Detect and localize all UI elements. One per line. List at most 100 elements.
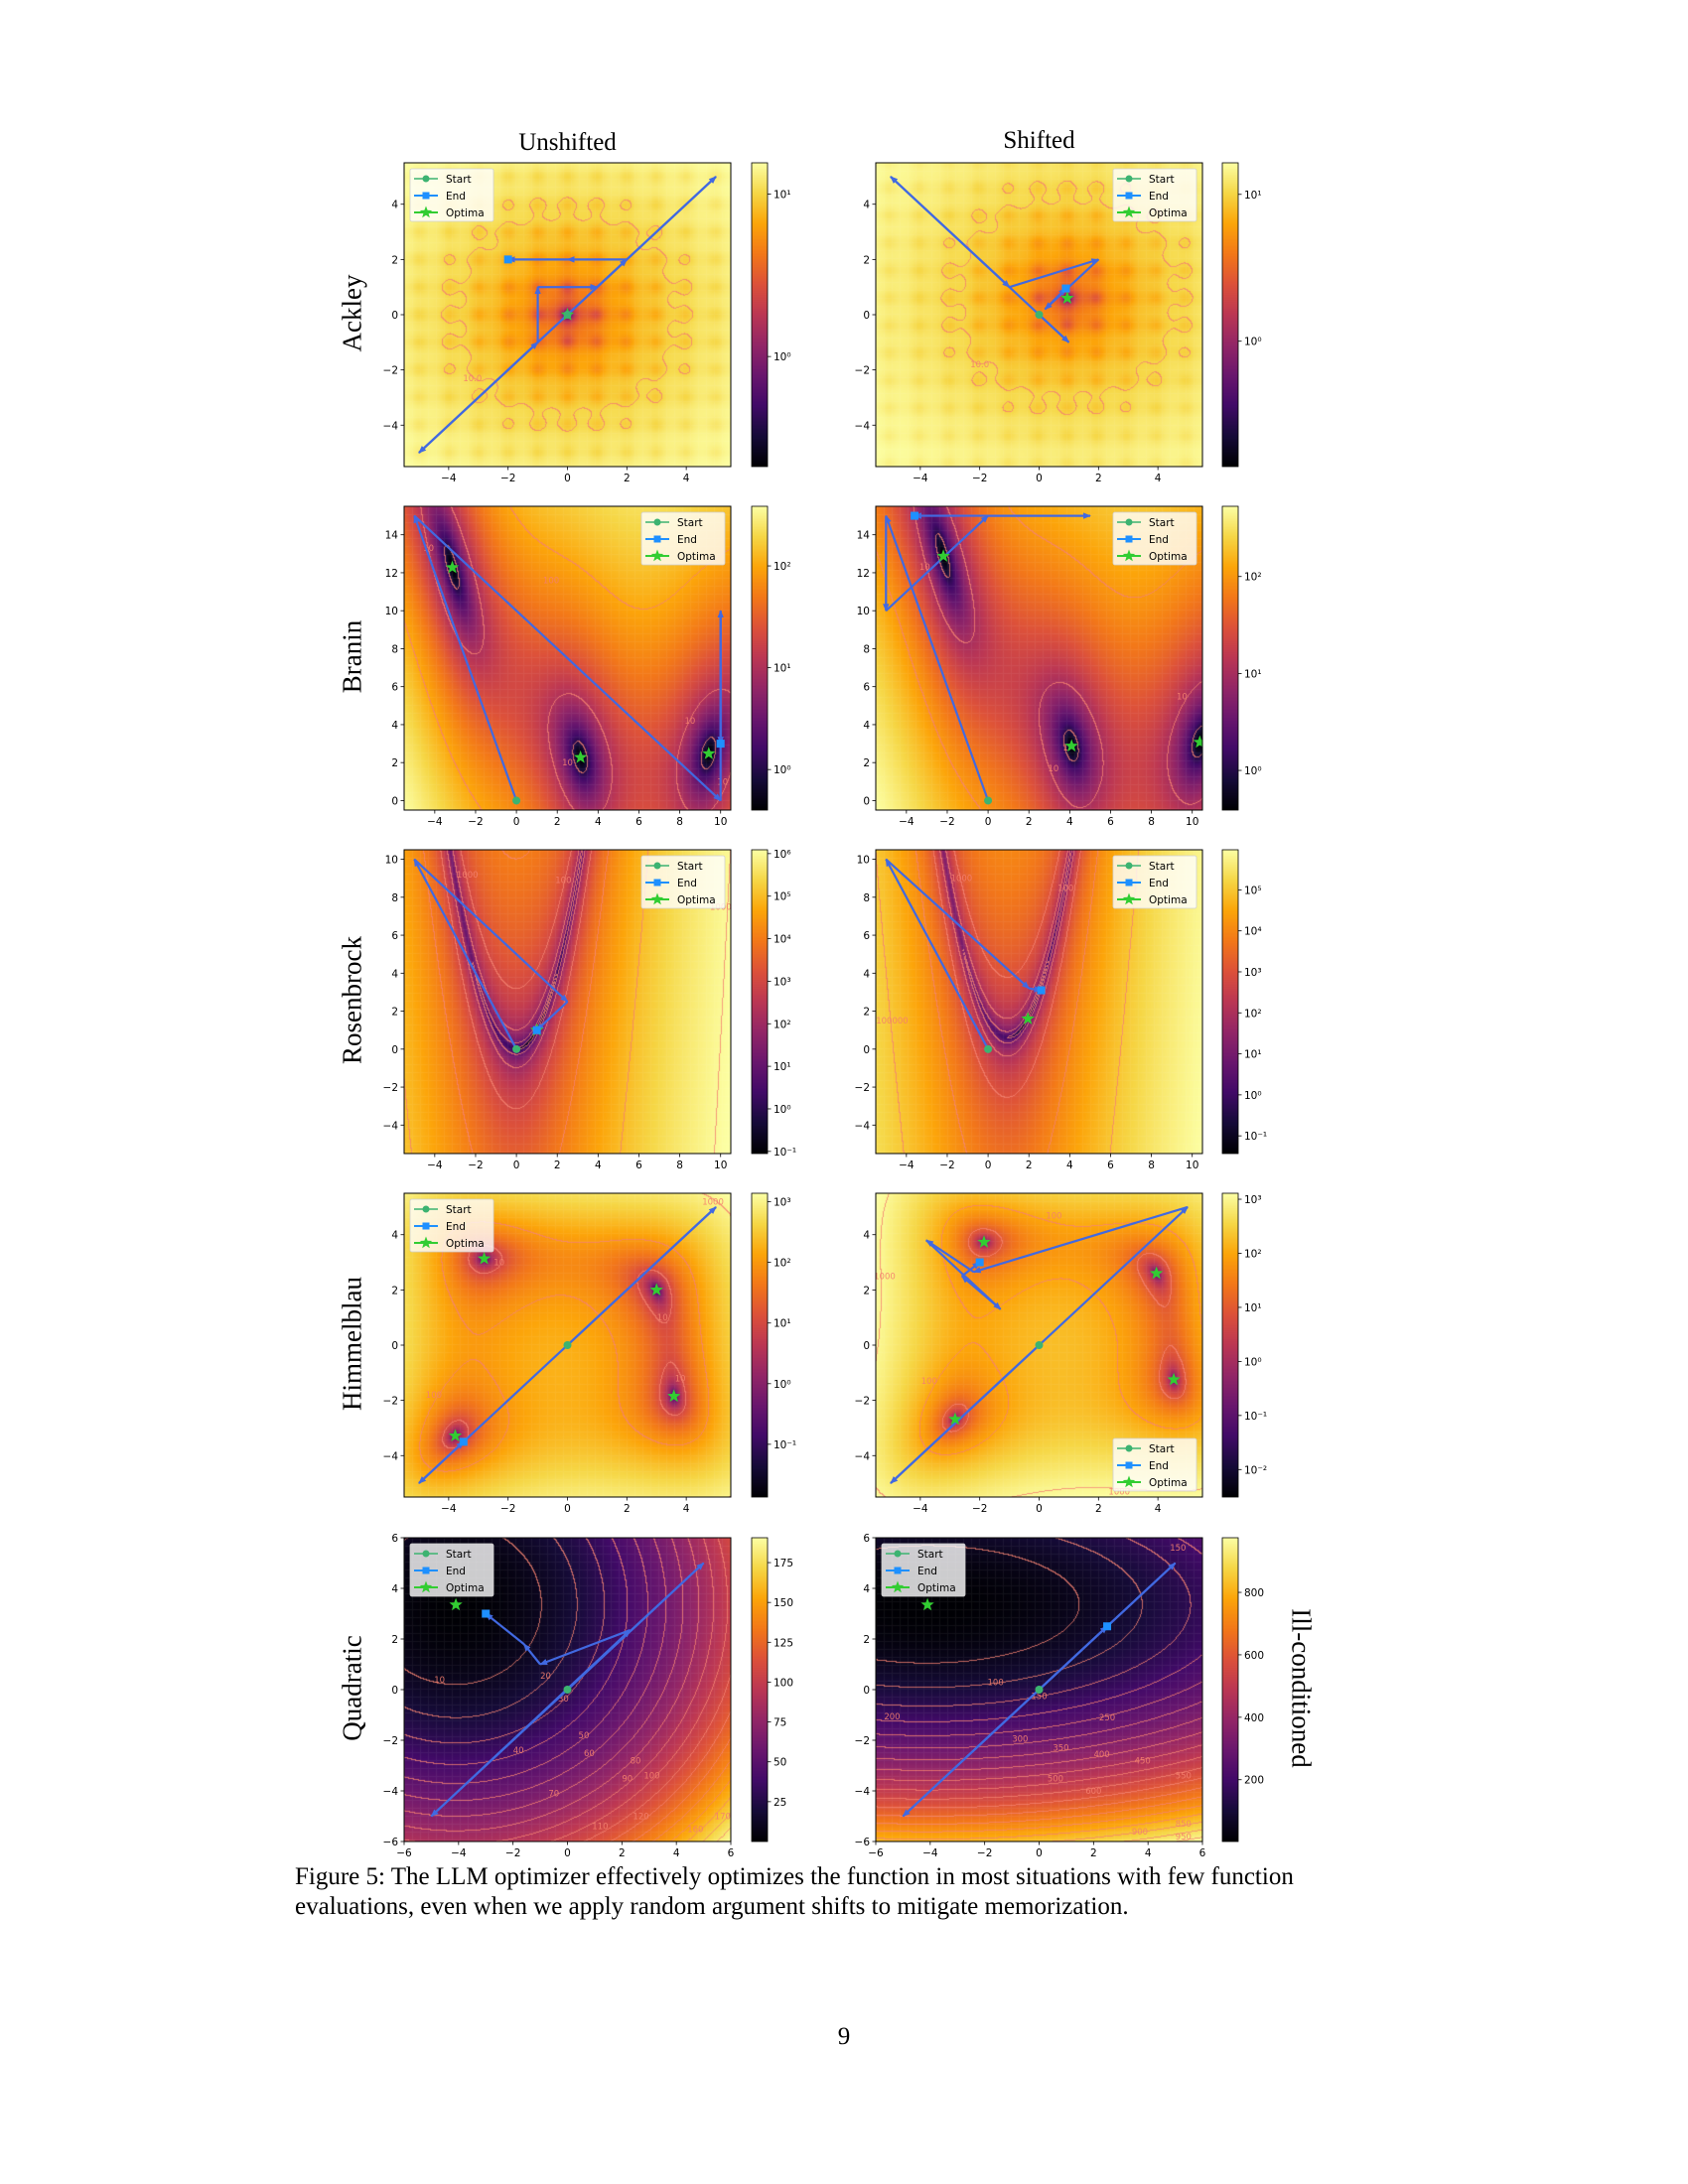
legend: Start End Optima [640,511,726,566]
y-tick-label: 8 [863,892,870,904]
legend-label: Optima [1149,1477,1188,1489]
legend-label: Start [446,1549,472,1561]
y-tick-label: 8 [863,643,870,655]
legend-optima-star [891,1580,905,1593]
trajectory-step [418,1440,465,1484]
legend-end-marker [1125,879,1133,887]
contour-label: 550 [1176,1772,1192,1782]
contour-label: 100 [543,577,559,587]
legend-end-marker [653,535,661,543]
page-number: 9 [837,2023,851,2050]
colorbar-frame [1221,162,1239,468]
end-marker [716,740,725,749]
x-tick-label: −4 [899,1160,914,1171]
colorbar-frame [751,162,769,468]
x-tick-label: 2 [1026,816,1033,828]
colorbar-tick-label: 10⁰ [774,1379,791,1391]
legend-optima-star [419,1236,433,1249]
optimum-star [1021,1012,1035,1024]
legend-start-marker [653,518,661,526]
legend-label: Start [677,517,703,529]
legend-label: Start [1149,1443,1175,1455]
start-marker [984,1044,993,1053]
y-tick-label: 14 [857,530,871,542]
y-tick-label: 2 [863,757,870,769]
optimum-star [667,1389,681,1403]
contour-label: 10.0 [970,360,989,370]
x-tick-label: −2 [972,1503,987,1515]
contour-label: 70 [548,1790,559,1800]
legend-frame [1112,168,1197,222]
contour-label: 1000 [702,1197,724,1207]
colorbar-tick-label: 10⁻¹ [1244,1411,1267,1423]
x-tick-label: 6 [1107,1160,1114,1171]
x-tick-label: 4 [1145,1847,1152,1859]
contour-label: 100 [426,1391,442,1401]
plot-content: 10.0 [890,176,1100,370]
y-tick-label: −4 [855,1786,871,1798]
contour-label: 150 [1031,1692,1047,1702]
legend-frame [640,855,726,909]
legend-label: Optima [677,551,716,563]
contour-label: 150 [1170,1544,1186,1554]
colorbar-tick-label: 50 [774,1757,786,1769]
y-tick-label: 0 [863,1340,870,1352]
contour-label: 1000 [951,875,973,885]
contour-label: 1000 [457,871,479,881]
legend-frame [409,1198,494,1253]
x-tick-label: 0 [513,816,520,828]
x-tick-label: 4 [683,473,690,484]
x-tick-label: 4 [1155,473,1162,484]
colorbar-frame [1221,505,1239,811]
axes-frame [403,849,732,1155]
y-tick-label: 0 [863,310,870,322]
colorbar-tick-label: 200 [1244,1775,1264,1787]
optimum-star [448,1429,463,1441]
optimum-star [1149,1266,1164,1280]
y-tick-label: −6 [383,1837,399,1848]
colorbar [752,1538,768,1842]
optimum-star [1193,735,1202,749]
y-tick-label: 4 [391,1583,398,1595]
y-tick-label: 2 [863,1634,870,1646]
plot-content: 1000 100 100000 [876,858,1073,1053]
colorbar-tick-label: 10⁻¹ [1244,1131,1267,1143]
colorbar-frame [1221,1537,1239,1843]
contour-label: 160 [687,1825,703,1835]
legend-start-marker [1125,175,1133,183]
x-tick-label: −2 [468,1160,483,1171]
y-tick-label: 8 [391,643,398,655]
colorbar [752,163,768,467]
x-tick-label: 2 [624,473,631,484]
trajectory-step [413,514,722,802]
legend-end-marker [1125,535,1133,543]
contour-label: 600 [1085,1787,1101,1797]
contour-label: 10 [1177,692,1188,702]
colorbar-tick-label: 10⁶ [774,849,791,861]
legend: Start End Optima [1112,855,1197,909]
contour-label: 10 [675,1374,686,1384]
colorbar-tick-label: 10⁻¹ [774,1147,796,1159]
colorbar-tick-label: 10¹ [1244,1302,1262,1314]
colorbar-frame [751,1192,769,1498]
colorbar-tick-label: 10³ [1244,1194,1262,1206]
colorbar-tick-label: 25 [774,1797,786,1809]
legend-label: Start [446,174,472,186]
x-tick-label: −2 [977,1847,992,1859]
caption-line-1: Figure 5: The LLM optimizer effectively … [295,1863,1294,1890]
colorbar-tick-label: 175 [774,1558,793,1570]
y-tick-label: −4 [855,420,871,432]
legend-label: Optima [446,1238,485,1250]
y-tick-label: 4 [391,200,398,211]
legend: Start End Optima [409,168,494,222]
legend-label: End [1149,191,1169,203]
trajectory-step [413,858,518,1050]
y-tick-label: 0 [863,795,870,807]
legend-label: Start [917,1549,943,1561]
y-tick-label: −2 [855,1735,870,1747]
legend-label: Optima [1149,207,1188,219]
axes-frame [875,849,1203,1155]
contour-label: 450 [1135,1756,1151,1766]
colorbar-tick-label: 10⁰ [1244,1090,1262,1102]
start-marker [984,796,993,805]
